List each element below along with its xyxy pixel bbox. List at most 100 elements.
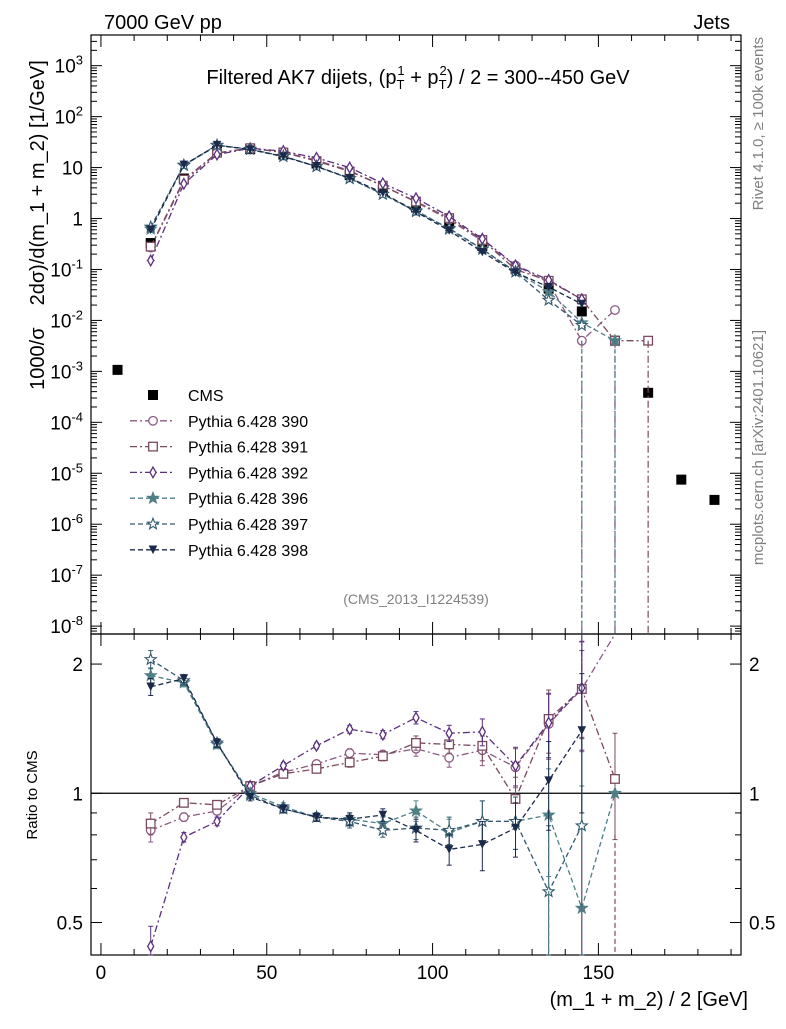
legend-marker-p391 bbox=[148, 441, 158, 452]
main-y-tick-base: 10 bbox=[50, 362, 71, 383]
main-series-p397 bbox=[143, 137, 589, 332]
ratio-point-p392 bbox=[279, 758, 288, 773]
main-point-p391 bbox=[145, 241, 156, 252]
main-y-tick-exp: -7 bbox=[71, 562, 83, 577]
main-y-tick-label: 10-8 bbox=[50, 613, 83, 638]
main-y-tick-base: 10 bbox=[50, 464, 71, 485]
main-y-tick-base: 10 bbox=[50, 617, 71, 638]
main-series-p392 bbox=[146, 141, 586, 306]
legend-item-p391: Pythia 6.428 391 bbox=[130, 440, 308, 457]
legend: CMS Pythia 6.428 390 Pythia 6.428 391 Pythi… bbox=[130, 388, 308, 560]
x-tick-label: 0 bbox=[96, 963, 107, 984]
rivet-label: Rivet 4.1.0, ≥ 100k events bbox=[750, 37, 767, 210]
main-point-cms bbox=[643, 387, 654, 398]
main-title: Filtered AK7 dijets, (pT1 + pT2) / 2 = 3… bbox=[206, 63, 630, 92]
main-y-tick-label: 10-3 bbox=[50, 358, 83, 383]
legend-label-p392: Pythia 6.428 392 bbox=[188, 465, 308, 482]
main-point-p398 bbox=[179, 160, 189, 170]
main-y-tick-base: 10 bbox=[62, 159, 83, 180]
legend-label-p390: Pythia 6.428 390 bbox=[188, 414, 308, 431]
ratio-point-p392 bbox=[511, 758, 520, 773]
ratio-point-p397 bbox=[574, 818, 589, 832]
ratio-point-p391 bbox=[610, 773, 620, 784]
legend-marker-cms bbox=[148, 390, 158, 400]
ratio-point-p392 bbox=[544, 716, 553, 730]
ylabel-part-b: 2dσ)/d(m_1 + m_2) [1/GeV] bbox=[27, 60, 49, 305]
ratio-point-p392 bbox=[478, 725, 487, 739]
main-point-cms bbox=[576, 306, 587, 317]
main-point-p390 bbox=[610, 305, 620, 315]
legend-item-p390: Pythia 6.428 390 bbox=[130, 414, 308, 431]
main-point-p398 bbox=[212, 140, 222, 150]
main-point-p398 bbox=[444, 226, 454, 235]
title-sup1: 1 bbox=[397, 63, 404, 78]
ratio-point-p392 bbox=[146, 939, 155, 953]
x-axis-label: (m_1 + m_2) / 2 [GeV] bbox=[550, 989, 748, 1011]
main-y-axis-label: 1000/σ 2dσ)/d(m_1 + m_2) [1/GeV] bbox=[27, 60, 49, 390]
ratio-point-p397 bbox=[442, 822, 457, 837]
legend-item-p392: Pythia 6.428 392 bbox=[130, 465, 308, 482]
ratio-frame bbox=[90, 633, 742, 956]
main-y-tick-base: 10 bbox=[55, 108, 76, 129]
main-line-p397 bbox=[150, 144, 583, 326]
main-point-p398 bbox=[411, 207, 421, 217]
ratio-point-p398 bbox=[378, 810, 388, 820]
main-series-p398 bbox=[146, 140, 587, 309]
main-line-p391 bbox=[150, 147, 649, 342]
ratio-point-p398 bbox=[312, 812, 321, 822]
main-y-tick-exp: 2 bbox=[76, 104, 83, 119]
ratio-point-p392 bbox=[345, 722, 354, 736]
main-point-p392 bbox=[213, 147, 221, 162]
ratio-point-p392 bbox=[180, 830, 188, 844]
ratio-point-p398 bbox=[345, 814, 354, 824]
ratio-point-p391 bbox=[344, 757, 355, 768]
ratio-series-p397 bbox=[143, 650, 589, 956]
main-point-p392 bbox=[146, 253, 155, 268]
x-tick-label: 150 bbox=[583, 963, 615, 984]
ratio-point-p397 bbox=[143, 652, 158, 666]
ratio-point-p398 bbox=[411, 825, 421, 835]
legend-label-p398: Pythia 6.428 398 bbox=[188, 543, 308, 560]
ratio-line-p396 bbox=[150, 674, 616, 911]
ratio-point-p398 bbox=[212, 738, 222, 748]
main-point-p398 bbox=[577, 299, 587, 309]
ratio-point-p398 bbox=[444, 845, 454, 854]
legend-item-cms: CMS bbox=[148, 388, 224, 405]
ratio-point-p391 bbox=[178, 797, 189, 808]
ratio-point-p392 bbox=[213, 814, 221, 829]
ratio-point-p390 bbox=[344, 748, 355, 759]
main-line-p398 bbox=[150, 144, 583, 305]
legend-marker-p397 bbox=[145, 516, 161, 530]
ratio-point-p397 bbox=[375, 822, 390, 837]
main-point-cms bbox=[676, 474, 687, 485]
legend-item-p398: Pythia 6.428 398 bbox=[130, 543, 308, 560]
ratio-point-p398 bbox=[544, 776, 553, 785]
ratio-y-tick-label-right: 1 bbox=[749, 784, 760, 805]
ratio-y-tick-label: 1 bbox=[72, 784, 83, 805]
legend-label-p396: Pythia 6.428 396 bbox=[188, 491, 308, 508]
main-point-cms bbox=[709, 494, 720, 505]
main-point-p398 bbox=[544, 282, 553, 292]
main-y-tick-label: 103 bbox=[55, 53, 83, 78]
ratio-point-p392 bbox=[379, 727, 387, 742]
ratio-line-p390 bbox=[150, 633, 616, 831]
legend-marker-p396 bbox=[145, 490, 161, 505]
mcplots-label: mcplots.cern.ch [arXiv:2401.10621] bbox=[750, 330, 767, 565]
ratio-point-p391 bbox=[311, 763, 322, 774]
ratio-point-p390 bbox=[444, 752, 455, 763]
title-suffix: ) / 2 = 300--450 GeV bbox=[447, 67, 631, 89]
main-y-tick-label: 10-6 bbox=[50, 511, 83, 536]
main-y-tick-exp: -1 bbox=[71, 256, 83, 271]
main-series-p390 bbox=[145, 143, 620, 346]
process-label: Jets bbox=[693, 12, 730, 34]
ratio-point-p392 bbox=[412, 711, 420, 725]
ratio-series-p398 bbox=[146, 673, 587, 872]
ratio-line-p398 bbox=[150, 677, 583, 851]
legend-marker-p390 bbox=[148, 415, 158, 426]
main-y-tick-base: 10 bbox=[50, 566, 71, 587]
main-point-cms bbox=[112, 364, 123, 375]
main-point-p398 bbox=[245, 145, 255, 154]
ratio-point-p392 bbox=[445, 726, 453, 740]
